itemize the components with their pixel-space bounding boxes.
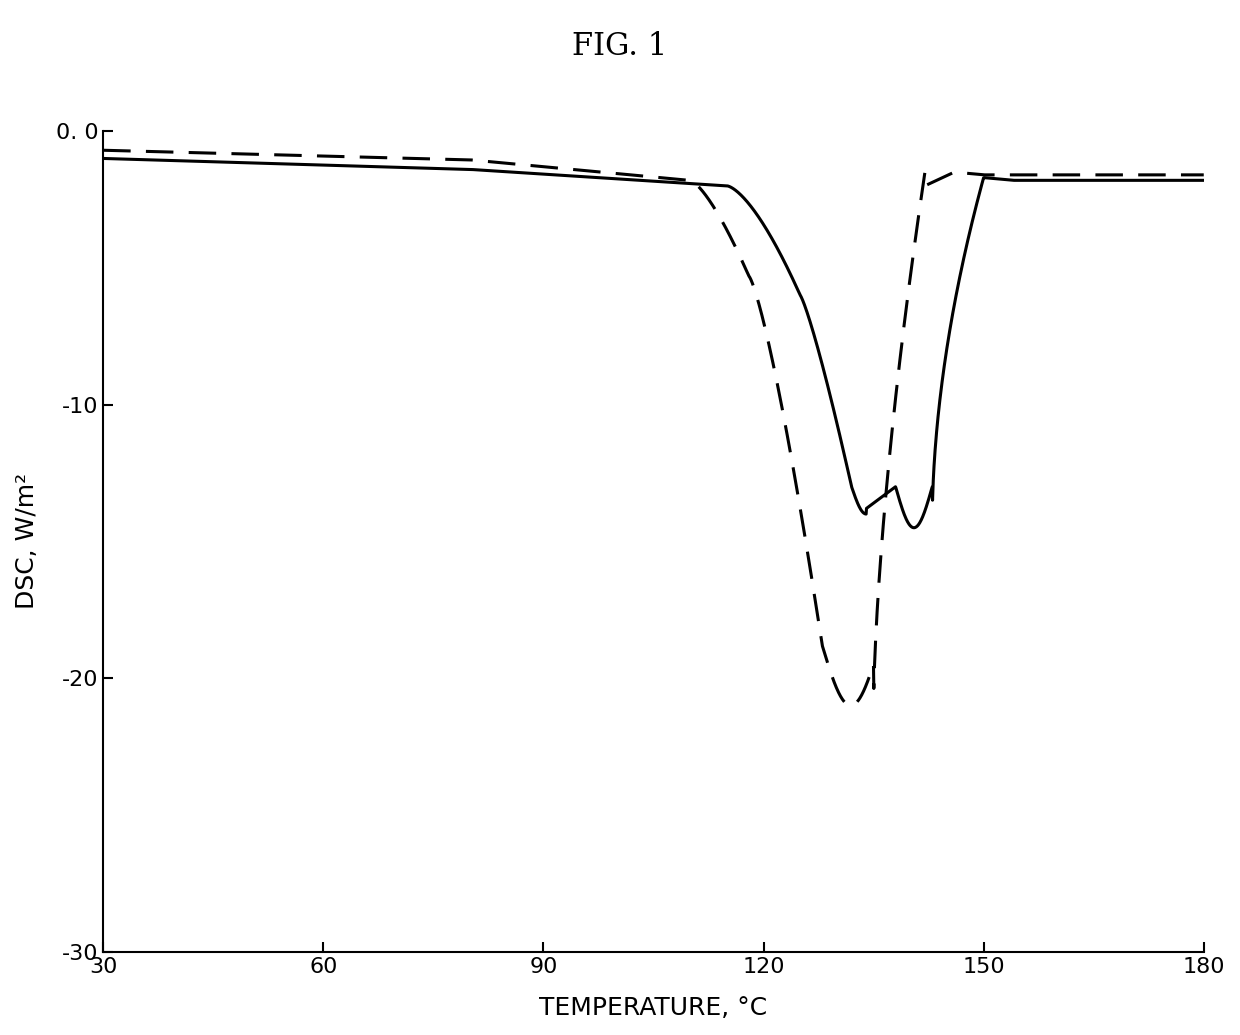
Text: FIG. 1: FIG. 1 [573,31,667,62]
Y-axis label: DSC, W/m²: DSC, W/m² [15,473,38,610]
X-axis label: TEMPERATURE, °C: TEMPERATURE, °C [539,996,768,1021]
